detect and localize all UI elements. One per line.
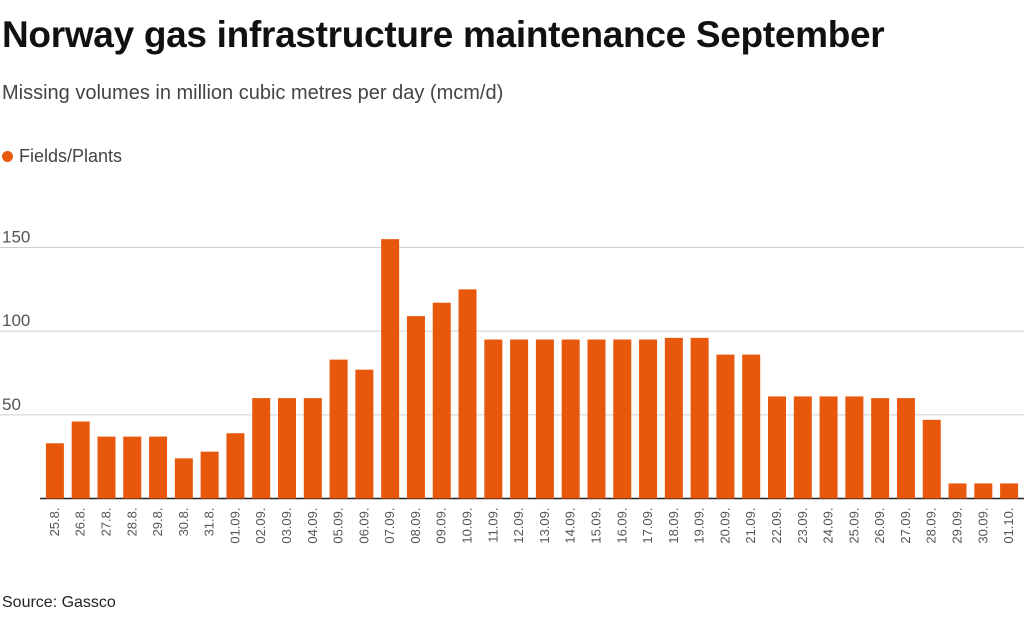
x-tick-label: 22.09. [769,508,784,544]
bar [278,398,296,499]
bar-chart: 50 100 150 25.8. 26.8. 27.8. 28.8. 29.8. 30.8. 3… [0,228,1024,544]
bar [587,339,606,499]
x-tick-label: 01.10. [1001,508,1016,544]
bar [45,443,64,499]
x-tick-label: 06.09. [356,508,371,544]
x-tick-label: 20.09. [717,508,732,544]
bar [639,339,658,499]
bar [716,354,735,499]
bar [768,396,786,499]
bar [329,359,348,499]
chart-title: Norway gas infrastructure maintenance Se… [2,14,885,55]
x-tick-label: 30.09. [975,508,990,544]
y-tick-label: 150 [2,228,30,247]
x-tick-label: 28.8. [124,508,139,537]
x-tick-label: 27.8. [98,508,113,537]
x-tick-label: 16.09. [614,508,629,544]
x-tick-label: 23.09. [795,508,810,544]
x-tick-label: 19.09. [692,508,707,544]
bar [200,451,219,499]
chart-subtitle: Missing volumes in million cubic metres … [2,82,504,104]
x-tick-label: 31.8. [202,508,217,537]
bar [1000,483,1019,499]
bar [613,339,632,499]
x-tick-label: 14.09. [563,508,578,544]
bar [458,289,477,499]
x-tick-label: 11.09. [485,508,500,543]
legend-swatch [2,151,13,162]
x-tick-label: 24.09. [821,508,836,544]
x-tick-label: 12.09. [511,508,526,544]
bar [871,398,890,499]
x-tick-label: 26.09. [872,508,887,544]
bar [355,369,374,499]
bar [896,398,915,499]
x-tick-label: 17.09. [640,508,655,544]
bar [226,433,245,499]
bar [922,419,941,499]
bar [742,354,761,499]
x-tick-label: 30.8. [176,508,191,537]
x-tick-label: 10.09. [460,508,475,544]
bar [303,398,322,499]
source-note: Source: Gassco [2,594,116,611]
bar [690,337,709,499]
bar [535,339,554,499]
bar [819,396,838,499]
bar [381,239,400,499]
x-tick-label: 04.09. [305,508,320,544]
y-tick-label: 50 [2,395,21,414]
bar [432,302,451,499]
x-tick-label: 03.09. [279,508,294,544]
x-tick-label: 08.09. [408,508,423,544]
x-tick-label: 07.09. [382,508,397,544]
x-tick-label: 29.09. [950,508,965,544]
x-tick-label: 27.09. [898,508,913,544]
x-tick-label: 15.09. [588,508,603,544]
x-tick-label: 25.09. [846,508,861,544]
x-tick-label: 26.8. [73,508,88,537]
x-tick-label: 13.09. [537,508,552,544]
bar [561,339,580,499]
bar [664,337,683,499]
bar [97,436,116,499]
x-tick-label: 25.8. [47,508,62,537]
bar [974,483,993,499]
bar [71,421,90,499]
x-tick-label: 05.09. [331,508,346,544]
x-tick-label: 01.09. [227,508,242,544]
bar [149,436,168,499]
x-tick-label: 18.09. [666,508,681,544]
bar [948,483,967,499]
x-tick-labels: 25.8. 26.8. 27.8. 28.8. 29.8. 30.8. 31.8. 01.09… [47,508,1016,544]
legend-label: Fields/Plants [19,146,123,166]
bar [406,316,425,499]
legend: Fields/Plants [2,146,122,167]
x-tick-label: 29.8. [150,508,165,537]
bars [45,239,1019,499]
bar [174,458,193,499]
y-tick-label: 100 [2,311,30,330]
bar [845,396,864,499]
x-tick-label: 21.09. [743,508,758,544]
bar [484,339,503,499]
x-tick-label: 09.09. [434,508,449,544]
x-tick-label: 28.09. [924,508,939,544]
bar [252,398,271,499]
bar [510,339,529,499]
x-tick-label: 02.09. [253,508,268,544]
bar [793,396,812,499]
bar [123,436,142,499]
